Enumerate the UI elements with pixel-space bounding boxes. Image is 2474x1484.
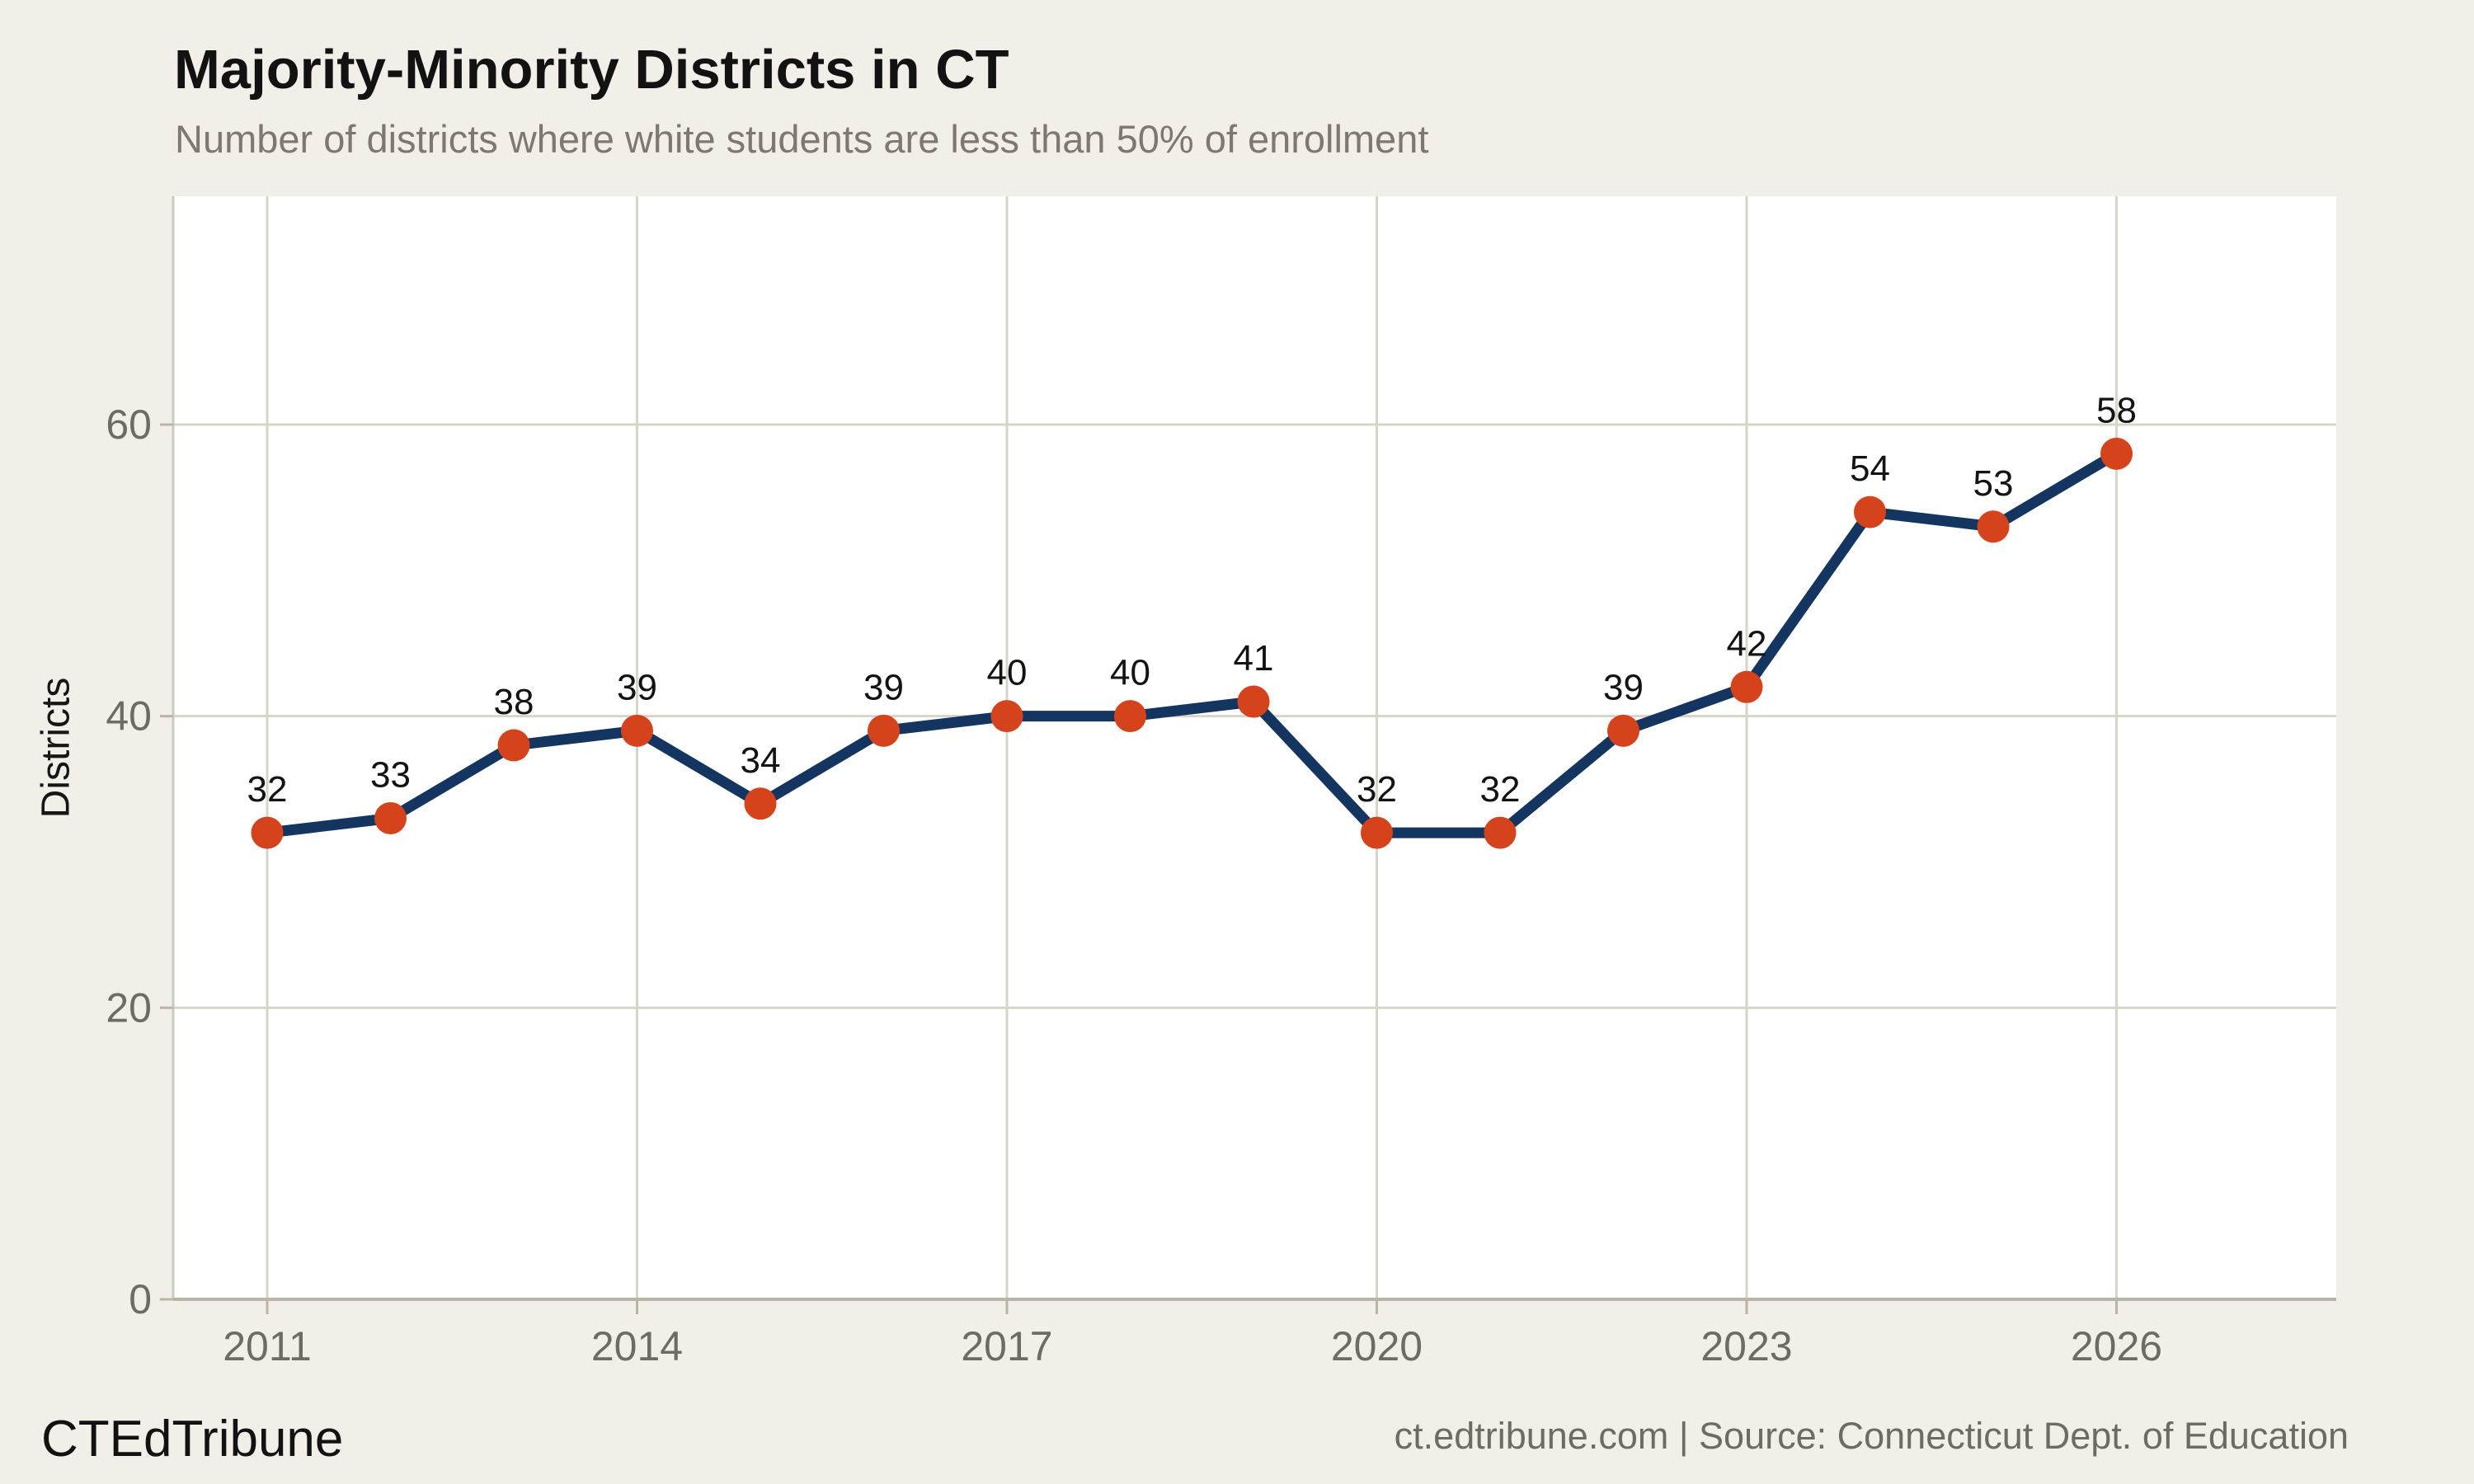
data-point-2013 bbox=[497, 729, 530, 762]
x-tick-label-2017: 2017 bbox=[961, 1323, 1052, 1369]
data-point-2025 bbox=[1977, 510, 2010, 543]
plot-area bbox=[173, 196, 2336, 1299]
chart-title: Majority-Minority Districts in CT bbox=[174, 39, 1009, 101]
data-label-2016: 39 bbox=[863, 667, 904, 707]
data-label-2019: 41 bbox=[1234, 638, 1274, 679]
data-label-2017: 40 bbox=[987, 653, 1028, 693]
data-label-2023: 42 bbox=[1727, 623, 1767, 664]
data-point-2023 bbox=[1730, 670, 1763, 703]
y-tick-label-40: 40 bbox=[106, 693, 152, 740]
y-tick-label-20: 20 bbox=[106, 984, 152, 1031]
data-point-2020 bbox=[1361, 816, 1393, 849]
data-label-2026: 58 bbox=[2096, 390, 2137, 430]
x-tick-label-2020: 2020 bbox=[1331, 1323, 1423, 1369]
data-point-2026 bbox=[2100, 437, 2133, 470]
y-tick-label-0: 0 bbox=[129, 1276, 152, 1322]
data-label-2024: 54 bbox=[1850, 448, 1890, 489]
data-point-2018 bbox=[1114, 700, 1146, 733]
data-label-2021: 32 bbox=[1480, 769, 1521, 810]
data-point-2014 bbox=[621, 714, 653, 747]
data-point-2011 bbox=[251, 816, 284, 849]
y-tick-label-60: 60 bbox=[106, 402, 152, 448]
y-axis-label: Districts bbox=[34, 677, 78, 819]
data-label-2012: 33 bbox=[370, 754, 411, 795]
data-label-2022: 39 bbox=[1603, 667, 1644, 707]
data-point-2015 bbox=[744, 787, 777, 820]
data-point-2021 bbox=[1484, 816, 1517, 849]
x-tick-label-2014: 2014 bbox=[591, 1323, 683, 1369]
x-tick-label-2023: 2023 bbox=[1700, 1323, 1792, 1369]
data-point-2024 bbox=[1854, 495, 1886, 528]
data-label-2015: 34 bbox=[741, 740, 781, 781]
chart-subtitle: Number of districts where white students… bbox=[175, 117, 1429, 161]
data-label-2013: 38 bbox=[494, 682, 534, 722]
footer-brand: CTEdTribune bbox=[41, 1411, 344, 1468]
trend-line bbox=[261, 448, 2122, 838]
data-point-2019 bbox=[1237, 685, 1270, 718]
data-label-2011: 32 bbox=[247, 769, 288, 810]
x-tick-label-2026: 2026 bbox=[2071, 1323, 2162, 1369]
data-point-2016 bbox=[868, 714, 900, 747]
footer-source-attribution: ct.edtribune.com | Source: Connecticut D… bbox=[1394, 1415, 2349, 1457]
data-point-2012 bbox=[374, 801, 407, 834]
data-point-2017 bbox=[990, 700, 1023, 733]
data-label-2018: 40 bbox=[1110, 653, 1150, 693]
data-label-2025: 53 bbox=[1973, 463, 2014, 504]
data-label-2020: 32 bbox=[1357, 769, 1397, 810]
x-tick-label-2011: 2011 bbox=[223, 1323, 312, 1369]
data-point-2022 bbox=[1607, 714, 1639, 747]
data-label-2014: 39 bbox=[617, 667, 657, 707]
